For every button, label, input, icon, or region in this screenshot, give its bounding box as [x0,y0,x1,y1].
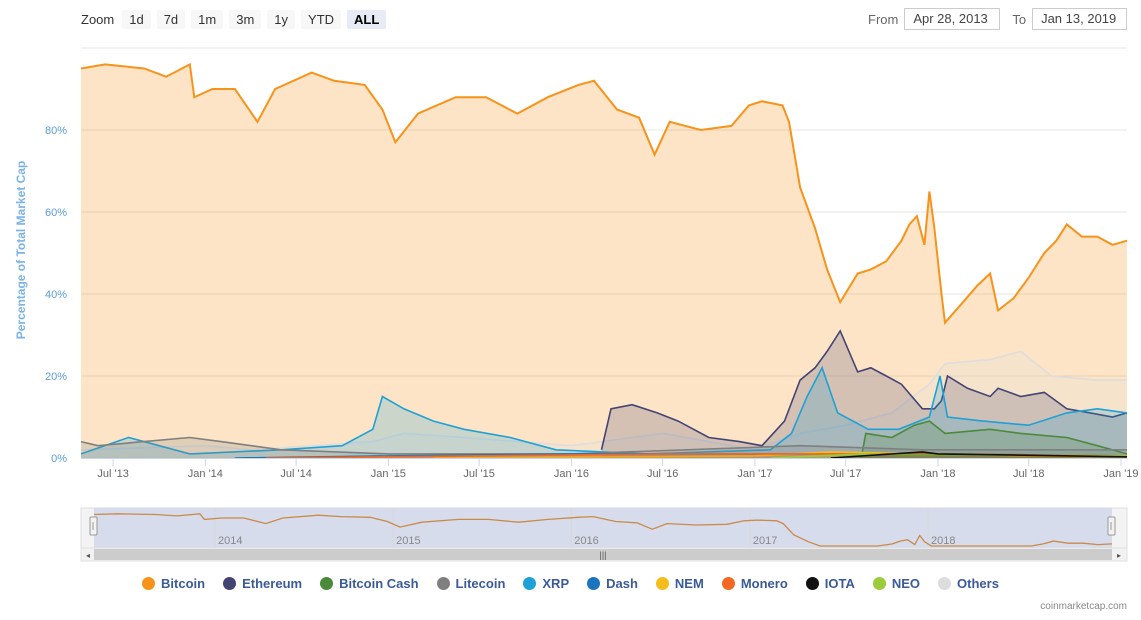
x-tick-label: Jul '18 [1013,468,1044,480]
legend-marker-icon [223,577,237,590]
legend-label: NEO [891,576,921,591]
bitcoin-area [81,64,1127,459]
navigator[interactable]: 2014 2015 2016 2017 2018 [80,507,1128,549]
navigator-year-label: 2018 [931,535,955,547]
scroll-left-arrow-icon[interactable]: ◂ [86,551,90,560]
navigator-year-labels: 2014 2015 2016 2017 2018 [214,508,956,548]
x-tick-label: Jan '14 [188,468,223,480]
legend-marker-icon [938,577,952,590]
navigator-year-label: 2015 [396,535,420,547]
scrollbar[interactable]: ||| ◂ ▸ [80,547,1128,562]
to-label: To [1012,11,1027,27]
scrollbar-thumb[interactable] [94,549,1112,560]
x-tick-label: Jul '17 [830,468,861,480]
y-tick-label: 40% [45,289,67,301]
legend-marker-icon [805,577,819,590]
x-tick-label: Jan '17 [737,468,772,480]
navigator-mask [94,508,1112,548]
series-areas [80,62,1128,459]
ethereum-line[interactable] [600,329,1128,450]
legend-marker-icon [655,577,669,590]
legend-item-neo[interactable]: NEO [872,576,921,591]
legend-item-bitcoin[interactable]: Bitcoin [142,576,205,591]
date-range: From Apr 28, 2013 To Jan 13, 2019 [868,8,1128,30]
x-tick-label: Jul '15 [463,468,494,480]
legend-marker-icon [872,577,886,590]
ethereum-area [601,330,1127,458]
legend-label: Litecoin [455,576,506,591]
x-tick-label: Jul '16 [647,468,678,480]
y-tick-label: 20% [45,371,67,383]
zoom-button-all[interactable]: ALL [347,9,387,29]
litecoin-line[interactable] [80,436,1127,455]
legend-label: NEM [674,576,704,591]
scroll-right-arrow-icon[interactable]: ▸ [1117,551,1121,560]
legend-item-dash[interactable]: Dash [587,576,638,591]
legend-marker-icon [523,577,537,590]
y-tick-label: 60% [45,207,67,219]
y-tick-label: 0% [51,453,67,465]
zoom-button-ytd[interactable]: YTD [301,9,342,29]
legend-item-others[interactable]: Others [938,576,999,591]
y-tick-label: 80% [45,125,67,137]
zoom-bar: Zoom 1d 7d 1m 3m 1y YTD ALL [81,8,387,30]
legend-item-litecoin[interactable]: Litecoin [436,576,506,591]
legend-label: Bitcoin Cash [339,576,419,591]
legend-label: Bitcoin [161,576,206,591]
to-date-input[interactable]: Jan 13, 2019 [1032,8,1128,30]
from-date-input[interactable]: Apr 28, 2013 [904,8,1001,30]
zoom-label: Zoom [81,11,115,27]
legend-item-monero[interactable]: Monero [721,576,788,591]
zoom-button-7d[interactable]: 7d [156,9,186,29]
legend-marker-icon [436,577,450,590]
legend-item-bitcoin-cash[interactable]: Bitcoin Cash [320,576,419,591]
bitcoin-cash-line[interactable] [860,420,1128,459]
scrollbar-grip: ||| [599,550,606,560]
navigator-bitcoin-line [93,513,1113,547]
legend-item-xrp[interactable]: XRP [523,576,569,591]
bitcoin-cash-area [861,421,1127,458]
x-tick-label: Jul '14 [280,468,311,480]
y-axis-title: Percentage of Total Market Cap [14,161,28,340]
x-tick-label: Jan '15 [371,468,406,480]
legend-label: XRP [542,576,570,591]
legend-marker-icon [320,577,334,590]
legend-item-iota[interactable]: IOTA [805,576,855,591]
legend: Bitcoin Ethereum Bitcoin Cash Litecoin XRP Da… [0,576,1141,591]
zoom-button-1m[interactable]: 1m [191,9,224,29]
x-tick-label: Jan '16 [554,468,589,480]
navigator-year-label: 2017 [753,535,777,547]
zoom-button-3m[interactable]: 3m [229,9,262,29]
x-tick-label: Jan '19 [1103,468,1138,480]
credits-link[interactable]: coinmarketcap.com [1040,601,1127,612]
legend-label: Dash [606,576,638,591]
legend-marker-icon [721,577,735,590]
navigator-year-label: 2014 [218,535,242,547]
neo-area [770,453,1127,458]
bitcoin-line[interactable] [80,62,1128,326]
zoom-button-1d[interactable]: 1d [122,9,151,29]
others-area [81,351,1127,458]
xrp-line[interactable] [80,365,1128,455]
legend-label: Others [957,576,999,591]
from-label: From [868,11,899,27]
legend-label: IOTA [824,576,855,591]
legend-marker-icon [142,577,156,590]
legend-item-ethereum[interactable]: Ethereum [223,576,302,591]
navigator-year-label: 2016 [574,535,598,547]
axes: 0% 20% 40% 60% 80% Jul '13 Jan '14 Jul '14 Jan '… [45,125,1139,480]
legend-label: Ethereum [242,576,303,591]
others-line[interactable] [80,350,1127,451]
x-tick-label: Jan '18 [920,468,955,480]
x-tick-label: Jul '13 [97,468,128,480]
iota-line[interactable] [830,451,1128,459]
legend-item-nem[interactable]: NEM [655,576,704,591]
legend-marker-icon [587,577,601,590]
legend-label: Monero [740,576,788,591]
zoom-button-1y[interactable]: 1y [267,9,296,29]
